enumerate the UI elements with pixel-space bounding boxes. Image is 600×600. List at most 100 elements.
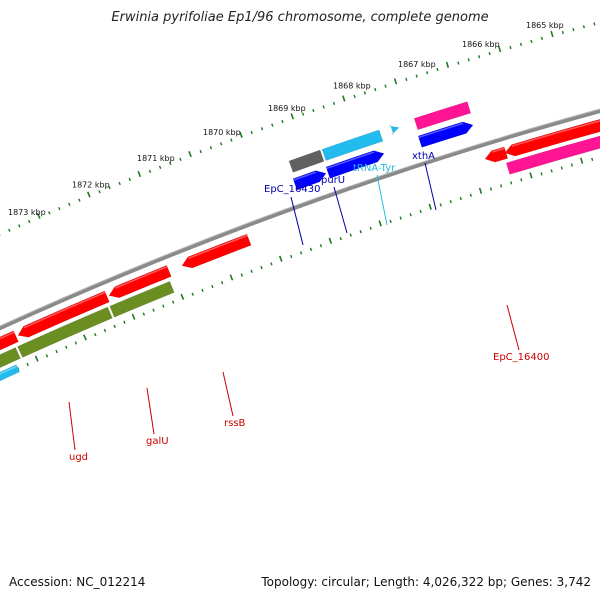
minor-tick (199, 149, 202, 154)
major-tick (86, 191, 91, 198)
minor-tick (332, 101, 336, 106)
major-tick (290, 113, 295, 120)
minor-tick (499, 184, 503, 188)
leader-line (222, 371, 234, 417)
minor-tick (409, 213, 412, 217)
minor-tick (489, 187, 493, 191)
minor-tick (260, 265, 263, 270)
gene-red-0-shine (0, 331, 15, 340)
tick-label: 1867 kbp (398, 60, 436, 69)
backbone-highlight (0, 108, 600, 327)
gene-label-5: ugd (69, 452, 88, 463)
minor-tick (270, 262, 273, 266)
minor-tick (118, 181, 121, 186)
leader-line (376, 174, 388, 226)
major-tick (445, 61, 450, 68)
gene-blue-3 (417, 121, 474, 148)
minor-tick (322, 105, 325, 109)
minor-tick (509, 45, 512, 50)
major-tick (180, 293, 185, 300)
minor-tick (103, 328, 107, 333)
gene-label-1: purU (321, 175, 345, 186)
major-tick (393, 78, 398, 85)
minor-tick (68, 202, 71, 207)
gene-blue-1 (292, 170, 327, 191)
label-leader-lines (68, 162, 520, 451)
gene-red-epc16400-shine (511, 120, 600, 147)
gene-label-0: EpC_16430 (264, 184, 320, 195)
minor-tick (148, 169, 152, 173)
leader-line (333, 186, 348, 234)
minor-tick (312, 108, 315, 113)
minor-tick (530, 39, 533, 44)
gene-label-3: xthA (412, 151, 435, 162)
gene-blue-1-shine (293, 171, 317, 181)
major-tick (131, 313, 136, 320)
gene-xthA-fwd (413, 101, 472, 131)
genome-summary-text: Topology: circular; Length: 4,026,322 bp… (261, 575, 591, 589)
minor-tick (290, 254, 293, 259)
minor-tick (142, 312, 146, 316)
minor-tick (384, 84, 387, 88)
minor-tick (359, 230, 362, 234)
major-tick (550, 30, 554, 38)
minor-tick (457, 61, 460, 65)
minor-tick (58, 206, 61, 211)
minor-tick (152, 308, 155, 312)
gene-red-small-shine (491, 147, 505, 153)
minor-tick (74, 341, 78, 345)
minor-tick (162, 304, 165, 308)
minor-tick (78, 198, 81, 202)
minor-tick (113, 324, 116, 328)
major-tick (342, 95, 346, 102)
map-title: Erwinia pyrifoliae Ep1/96 chromosome, co… (111, 10, 489, 25)
gene-label-4: EpC_16400 (493, 352, 549, 363)
minor-tick (510, 181, 513, 185)
minor-tick (339, 236, 342, 241)
major-tick (498, 45, 502, 53)
gene-trna-tyr (389, 125, 400, 135)
major-tick (278, 255, 283, 262)
minor-tick (211, 284, 214, 289)
minor-tick (469, 193, 472, 197)
major-tick (137, 170, 142, 178)
minor-tick (353, 94, 356, 99)
tick-label: 1870 kbp (203, 128, 241, 137)
minor-tick (94, 332, 97, 337)
minor-tick (260, 127, 264, 131)
gene-label-2: tRNA-Tyr (353, 163, 396, 174)
leader-line (506, 304, 520, 351)
minor-tick (171, 300, 175, 304)
tick-label: 1865 kbp (526, 21, 564, 30)
minor-tick (220, 281, 224, 285)
minor-tick (48, 211, 51, 215)
minor-tick (201, 288, 204, 293)
minor-tick (374, 87, 377, 92)
major-tick (529, 172, 533, 179)
minor-tick (405, 77, 408, 82)
minor-tick (540, 172, 543, 176)
minor-tick (467, 58, 470, 62)
minor-tick (591, 157, 594, 161)
minor-tick (179, 157, 182, 162)
minor-tick (219, 142, 223, 146)
minor-tick (169, 161, 172, 166)
gene-blue-2 (325, 150, 385, 179)
major-tick (428, 203, 432, 210)
minor-tick (301, 112, 305, 116)
major-tick (83, 334, 87, 341)
minor-tick (520, 178, 523, 182)
minor-tick (550, 169, 553, 173)
minor-tick (436, 67, 439, 72)
minor-tick (28, 219, 31, 224)
minor-tick (250, 130, 253, 135)
minor-tick (540, 36, 543, 41)
accession-text: Accession: NC_012214 (9, 575, 146, 589)
outer-tick-track (0, 22, 596, 237)
backbone-arc (0, 109, 600, 331)
gene-red-galU-neighbor-shine (115, 266, 168, 289)
major-tick (239, 131, 243, 138)
minor-tick (349, 233, 352, 237)
minor-tick (439, 203, 442, 207)
